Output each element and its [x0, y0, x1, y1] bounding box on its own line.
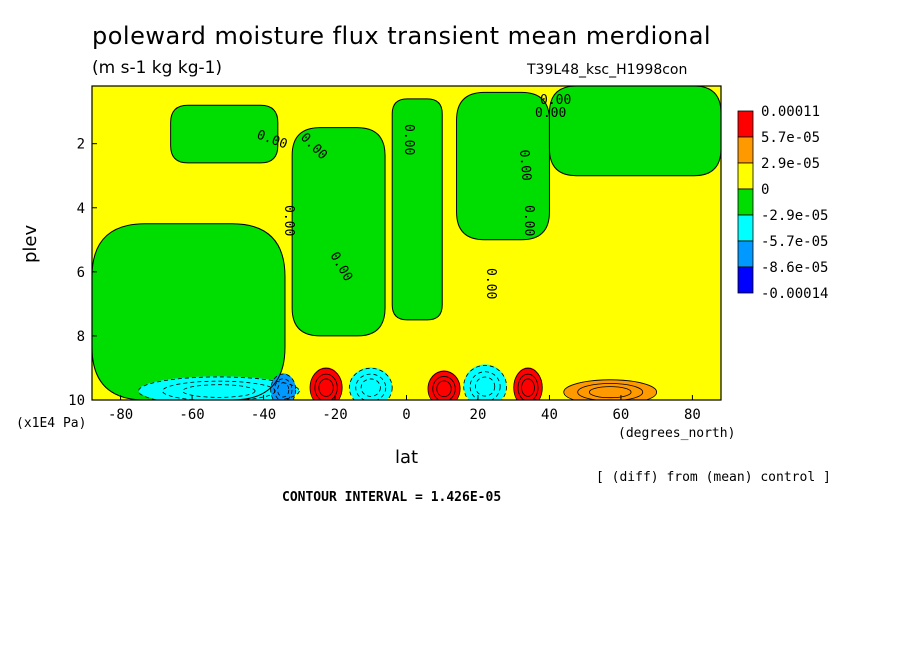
x-tick-label-60: 60	[613, 407, 630, 423]
contour-label-9: 0.00	[483, 268, 498, 299]
legend-box-4	[737, 214, 754, 242]
y-tick-label-6: 6	[77, 265, 85, 281]
contour-line-red-1-1	[314, 373, 338, 400]
region-green-tongue-mid	[392, 98, 443, 320]
contour-line-red-3-0	[513, 367, 543, 400]
contour-line-red-3-1	[517, 373, 539, 400]
chart-units: (m s-1 kg kg-1)	[92, 58, 223, 78]
contour-line-red-2-1	[432, 376, 456, 400]
y-tick-label-4: 4	[77, 201, 85, 217]
legend-label-6: -8.6e-05	[761, 260, 828, 276]
region-red-2	[427, 370, 461, 400]
x-axis-label: lat	[395, 447, 419, 468]
y-tick-label-10: 10	[68, 393, 85, 409]
contour-line-orange-4-1	[577, 383, 644, 400]
region-orange-4	[563, 379, 657, 400]
region-red-3	[513, 367, 543, 400]
contour-line-red-3-2	[521, 378, 535, 397]
y-tick-label-2: 2	[77, 137, 85, 153]
contour-line-red-1-2	[318, 378, 334, 397]
legend-box-3	[737, 188, 754, 216]
legend-box-1	[737, 136, 754, 164]
contour-line-cyan-south-0	[138, 376, 300, 400]
contour-line-blue-south-1	[274, 378, 293, 400]
run-name: T39L48_ksc_H1998con	[527, 62, 688, 78]
x-tick-label--80: -80	[108, 407, 133, 423]
legend-box-6	[737, 266, 754, 294]
contour-line-cyan-south-2-1	[355, 373, 387, 400]
contour-line-red-2-0	[427, 370, 461, 400]
color-legend: 0.00011 5.7e-05 2.9e-05 0 -2.9e-05 -5.7e-05 -8…	[737, 104, 828, 302]
legend-label-1: 5.7e-05	[761, 130, 820, 146]
region-upper-green-south	[170, 105, 278, 163]
zero-contour-green-north	[548, 86, 721, 177]
contour-label-5: 0.00	[516, 149, 534, 182]
contour-line-cyan-south-1	[162, 380, 276, 400]
y-tick-label-8: 8	[77, 329, 85, 345]
diff-note: [ (diff) from (mean) control ]	[596, 470, 831, 485]
contour-line-cyan-north-2	[475, 376, 496, 397]
region-green-mid-left	[92, 223, 285, 400]
contour-fields	[92, 86, 721, 400]
contour-line-cyan-south-2-2	[360, 378, 381, 397]
contour-line-orange-4-2	[588, 386, 632, 399]
region-red-1	[310, 367, 343, 400]
x-tick-label--60: -60	[179, 407, 204, 423]
legend-label-0: 0.00011	[761, 104, 820, 120]
zero-contour-green-tongue-south	[291, 127, 386, 337]
chart-title: poleward moisture flux transient mean me…	[92, 22, 712, 50]
legend-label-2: 2.9e-05	[761, 156, 820, 172]
y-axis: 2 4 6 8 10	[68, 137, 97, 409]
x-tick-label-40: 40	[541, 407, 558, 423]
region-green-upper-north	[456, 92, 550, 240]
contour-label-7: 0.00	[521, 205, 536, 236]
contour-line-red-1-0	[309, 367, 343, 400]
contour-label-0: 0.00	[540, 93, 571, 108]
x-tick-label-20: 20	[470, 407, 487, 423]
x-axis: -80 -60 -40 -20 0 20 40 60 80	[108, 395, 701, 423]
x-tick-label--40: -40	[251, 407, 276, 423]
region-cyan-north	[463, 364, 507, 400]
x-tick-label-0: 0	[402, 407, 410, 423]
contour-line-cyan-north-1	[469, 371, 501, 400]
x-tick-label--20: -20	[322, 407, 347, 423]
contour-line-orange-4-0	[563, 379, 658, 400]
contour-lines	[92, 86, 721, 400]
contour-line-cyan-south-2-0	[348, 367, 393, 400]
contour-line-blue-south-2	[277, 382, 290, 398]
region-green-tongue-south	[292, 127, 386, 336]
legend-label-5: -5.7e-05	[761, 234, 828, 250]
contour-label-4: 0.00	[401, 124, 416, 155]
contour-line-blue-south-0	[270, 373, 297, 400]
x-tick-label-80: 80	[684, 407, 701, 423]
contour-line-cyan-north-0	[463, 365, 507, 400]
contour-line-red-2-2	[436, 380, 452, 398]
zero-contour-upper-green-south	[170, 104, 279, 164]
legend-label-3: 0	[761, 182, 769, 198]
y-unit: (x1E4 Pa)	[16, 416, 87, 431]
zero-contour-green-upper-north	[456, 91, 550, 241]
contour-interval: CONTOUR INTERVAL = 1.426E-05	[282, 490, 502, 505]
y-axis-label: plev	[20, 224, 41, 263]
legend-box-5	[737, 240, 754, 268]
region-cyan-south	[138, 376, 300, 400]
zero-contour-green-tongue-mid	[391, 98, 443, 321]
legend-box-0	[737, 110, 754, 138]
region-green-north	[549, 86, 721, 176]
zero-contour-green-mid-left	[92, 223, 286, 400]
legend-label-7: -0.00014	[761, 286, 828, 302]
contour-label-6: 0.00	[281, 205, 296, 236]
legend-box-2	[737, 162, 754, 190]
legend-label-4: -2.9e-05	[761, 208, 828, 224]
x-unit: (degrees_north)	[618, 426, 736, 441]
contour-label-1: 0.00	[535, 106, 566, 121]
region-cyan-south-2	[349, 367, 393, 400]
contour-line-cyan-south-2	[182, 384, 256, 398]
